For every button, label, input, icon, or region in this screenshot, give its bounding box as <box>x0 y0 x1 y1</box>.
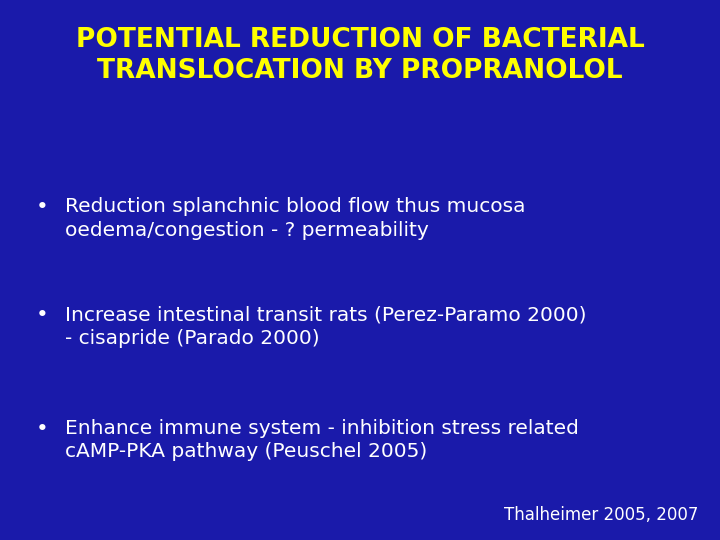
Text: Increase intestinal transit rats (Perez-Paramo 2000)
- cisapride (Parado 2000): Increase intestinal transit rats (Perez-… <box>65 305 586 348</box>
Text: •: • <box>36 305 49 325</box>
Text: Thalheimer 2005, 2007: Thalheimer 2005, 2007 <box>504 506 698 524</box>
Text: •: • <box>36 418 49 438</box>
Text: Reduction splanchnic blood flow thus mucosa
oedema/congestion - ? permeability: Reduction splanchnic blood flow thus muc… <box>65 197 526 240</box>
Text: POTENTIAL REDUCTION OF BACTERIAL
TRANSLOCATION BY PROPRANOLOL: POTENTIAL REDUCTION OF BACTERIAL TRANSLO… <box>76 27 644 84</box>
Text: Enhance immune system - inhibition stress related
cAMP-PKA pathway (Peuschel 200: Enhance immune system - inhibition stres… <box>65 418 579 461</box>
Text: •: • <box>36 197 49 217</box>
